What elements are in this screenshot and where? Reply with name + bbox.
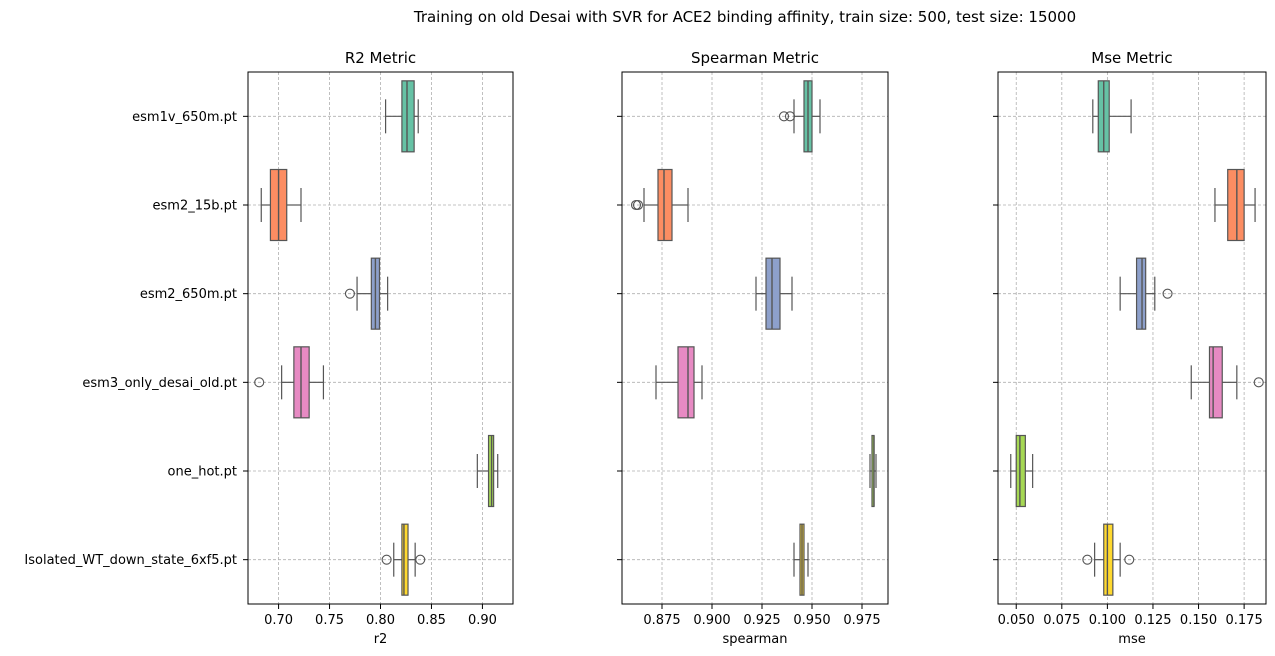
outlier-point [784, 111, 796, 122]
x-tick-label: 0.150 [1180, 613, 1217, 628]
box-Isolated_WT_down_state_6xf5.pt [1082, 523, 1135, 596]
x-tick-label: 0.875 [643, 613, 680, 628]
x-axis-label: mse [1118, 632, 1145, 647]
outlier-point [632, 199, 644, 211]
x-tick-label: 0.950 [793, 613, 830, 628]
x-tick-label: 0.175 [1226, 613, 1263, 628]
outlier-point [1162, 288, 1173, 299]
iqr-box [1103, 523, 1114, 596]
box-esm3_only_desai_old.pt [655, 346, 703, 419]
outlier-point [344, 288, 355, 299]
panel-r2: 0.70 0.75 0.80 0.85 0.90 esm1v_650m.pt esm2_15… [24, 49, 514, 647]
x-tick-label: 0.80 [366, 613, 395, 628]
box-esm3_only_desai_old.pt [1190, 346, 1264, 419]
x-axis-label: spearman [723, 632, 788, 647]
box-esm1v_650m.pt [778, 80, 821, 153]
iqr-box [401, 80, 415, 153]
x-tick-label: 0.90 [468, 613, 497, 628]
x-tick-label: 0.75 [315, 613, 344, 628]
box-one_hot.pt [1010, 434, 1034, 508]
box-esm2_15b.pt [1214, 168, 1256, 242]
panel-title: Spearman Metric [691, 49, 819, 67]
iqr-box [1135, 257, 1147, 330]
box-esm2_650m.pt [1119, 257, 1173, 330]
axes-frame [621, 71, 889, 605]
x-tick-label: 0.975 [843, 613, 880, 628]
y-tick-label: one_hot.pt [168, 465, 237, 480]
x-tick-label: 0.925 [743, 613, 780, 628]
box-esm1v_650m.pt [384, 80, 419, 153]
y-tick-label: Isolated_WT_down_state_6xf5.pt [24, 553, 237, 568]
iqr-box [1015, 434, 1026, 508]
panels: 0.70 0.75 0.80 0.85 0.90 esm1v_650m.pt esm2_15… [24, 49, 1267, 647]
outlier-point [415, 554, 426, 565]
y-tick-label: esm1v_650m.pt [132, 110, 237, 125]
x-tick-label: 0.70 [264, 613, 293, 628]
box-esm3_only_desai_old.pt [254, 346, 325, 419]
iqr-box [401, 523, 409, 596]
axes-frame [997, 71, 1267, 605]
outlier-point [381, 554, 392, 565]
outlier-point [1253, 377, 1264, 388]
panel-spearman: 0.875 0.900 0.925 0.950 0.975 Spearman Metric… [617, 49, 889, 647]
x-tick-label: 0.050 [998, 613, 1035, 628]
x-tick-label: 0.100 [1089, 613, 1126, 628]
outlier-point [254, 377, 265, 388]
panel-title: Mse Metric [1091, 49, 1172, 67]
iqr-box [657, 168, 673, 242]
box-one_hot.pt [869, 434, 877, 508]
box-Isolated_WT_down_state_6xf5.pt [793, 523, 809, 596]
box-esm1v_650m.pt [1092, 80, 1132, 153]
box-esm2_650m.pt [344, 257, 389, 330]
x-axis-label: r2 [374, 632, 388, 647]
box-esm2_650m.pt [755, 257, 793, 330]
iqr-box [765, 257, 781, 330]
figure-title: Training on old Desai with SVR for ACE2 … [413, 8, 1076, 26]
outlier-point [1082, 554, 1093, 565]
y-tick-label: esm3_only_desai_old.pt [82, 376, 237, 391]
y-tick-label: esm2_15b.pt [153, 199, 237, 214]
y-tick-label: esm2_650m.pt [140, 287, 237, 302]
iqr-box [677, 346, 695, 419]
outlier-point [778, 111, 790, 122]
iqr-box [1227, 168, 1245, 242]
box-one_hot.pt [476, 434, 499, 508]
box-esm2_15b.pt [260, 168, 302, 242]
box-esm2_15b.pt [630, 168, 689, 242]
x-tick-label: 0.85 [417, 613, 446, 628]
x-tick-label: 0.075 [1043, 613, 1080, 628]
panel-mse: 0.050 0.075 0.100 0.125 0.150 0.175 Mse Metric… [993, 49, 1267, 647]
x-tick-label: 0.125 [1134, 613, 1171, 628]
panel-title: R2 Metric [345, 49, 416, 67]
outlier-point [1124, 554, 1135, 565]
x-tick-label: 0.900 [693, 613, 730, 628]
iqr-box [1208, 346, 1223, 419]
box-Isolated_WT_down_state_6xf5.pt [381, 523, 426, 596]
